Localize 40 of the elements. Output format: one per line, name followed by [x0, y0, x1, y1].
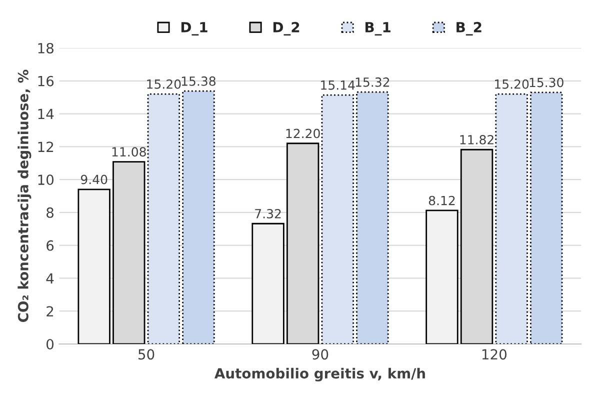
y-tick-label: 16 — [38, 76, 54, 86]
bar — [530, 92, 563, 344]
data-label: 15.14 — [321, 80, 355, 90]
data-label: 8.12 — [428, 196, 455, 206]
y-axis-title: CO₂ koncentracija deginiuose, % — [18, 70, 32, 322]
data-label: 15.32 — [356, 77, 390, 87]
bar — [495, 93, 528, 344]
data-label: 15.30 — [530, 78, 564, 88]
data-label: 15.20 — [495, 79, 529, 89]
bar — [147, 93, 180, 344]
data-label: 15.38 — [182, 76, 216, 86]
legend-label: D_2 — [273, 22, 300, 36]
x-tick-label: 50 — [138, 349, 154, 360]
bar — [78, 188, 110, 344]
y-tick-label: 6 — [46, 240, 54, 251]
bar — [182, 90, 215, 344]
bar — [321, 94, 354, 344]
y-tick-label: 4 — [46, 273, 54, 284]
x-axis-title: Automobilio greitis v, km/h — [214, 368, 425, 382]
y-tick-label: 12 — [38, 142, 54, 152]
y-tick-label: 14 — [38, 108, 54, 120]
bar — [356, 91, 389, 344]
legend-label: B_1 — [365, 22, 390, 36]
data-label: 7.32 — [255, 208, 281, 218]
y-tick-label: 18 — [38, 42, 54, 54]
data-label: 11.82 — [460, 134, 494, 144]
data-label: 9.40 — [80, 174, 108, 184]
data-label: 15.20 — [147, 79, 181, 89]
legend-label: B_2 — [456, 22, 482, 36]
y-tick-label: 10 — [38, 174, 54, 186]
y-tick-label: 0 — [46, 338, 54, 350]
x-tick-label: 90 — [312, 349, 328, 360]
x-tick-label: 120 — [482, 349, 506, 360]
data-label: 11.08 — [112, 147, 146, 157]
bar — [252, 222, 284, 344]
data-label: 12.20 — [286, 128, 320, 138]
legend-label: D_1 — [181, 22, 208, 36]
y-tick-label: 8 — [46, 207, 54, 218]
y-tick-label: 2 — [46, 306, 54, 316]
bar — [426, 210, 458, 344]
